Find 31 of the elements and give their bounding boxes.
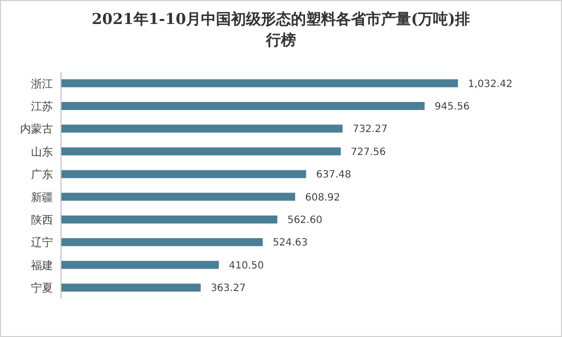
data-label: 608.92 <box>305 192 340 204</box>
y-tick-label: 新疆 <box>31 190 53 204</box>
y-tick-label: 山东 <box>31 145 53 158</box>
bar <box>61 260 219 269</box>
data-label: 732.27 <box>352 124 388 136</box>
bar <box>61 238 263 246</box>
y-tick-label: 广东 <box>31 168 53 182</box>
data-label: 727.56 <box>350 146 386 158</box>
bar <box>61 215 278 224</box>
bar <box>61 147 341 156</box>
y-tick-label: 陕西 <box>31 213 53 226</box>
bar <box>61 192 296 201</box>
y-tick-label: 内蒙古 <box>20 122 53 136</box>
data-label: 945.56 <box>434 102 470 113</box>
data-label: 1,032.42 <box>468 78 513 90</box>
bar <box>61 170 306 178</box>
data-label: 363.27 <box>210 283 246 294</box>
y-tick-label: 辽宁 <box>31 236 53 250</box>
data-label: 562.60 <box>287 215 322 226</box>
data-label: 410.50 <box>228 260 264 272</box>
chart-title: 2021年1-10月中国初级形态的塑料各省市产量(万吨)排行榜 <box>91 9 471 51</box>
bar <box>61 79 458 88</box>
y-tick-label: 浙江 <box>31 77 53 90</box>
data-label: 637.48 <box>316 170 352 181</box>
y-tick-label: 福建 <box>31 258 53 272</box>
y-tick-label: 宁夏 <box>31 282 53 295</box>
bar <box>61 102 425 110</box>
y-tick-label: 江苏 <box>31 100 53 113</box>
bar <box>61 284 201 292</box>
data-label: 524.63 <box>272 238 308 249</box>
bar <box>61 124 343 133</box>
